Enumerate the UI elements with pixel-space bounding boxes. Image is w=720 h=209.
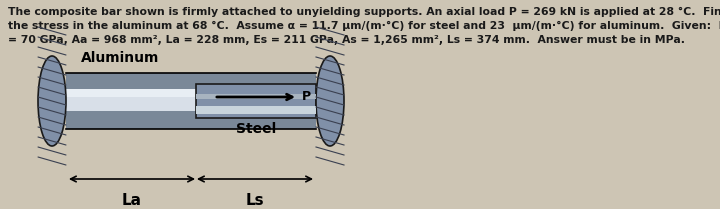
Text: Ls: Ls: [246, 193, 264, 208]
Text: P: P: [302, 90, 311, 103]
Text: The composite bar shown is firmly attached to unyielding supports. An axial load: The composite bar shown is firmly attach…: [8, 7, 720, 17]
Bar: [196, 106, 316, 114]
Text: Aluminum: Aluminum: [81, 51, 159, 65]
Text: La: La: [122, 193, 142, 208]
Ellipse shape: [316, 56, 344, 146]
Bar: [66, 111, 316, 129]
Bar: [66, 73, 316, 91]
Text: = 70 GPa, Aa = 968 mm², La = 228 mm, Es = 211 GPa, As = 1,265 mm², Ls = 374 mm. : = 70 GPa, Aa = 968 mm², La = 228 mm, Es …: [8, 35, 685, 45]
Text: Steel: Steel: [236, 122, 276, 136]
Text: the stress in the aluminum at 68 °C.  Assume α = 11.7 μm/(m·°C) for steel and 23: the stress in the aluminum at 68 °C. Ass…: [8, 21, 720, 31]
Bar: [66, 89, 316, 97]
Bar: [196, 84, 316, 118]
Ellipse shape: [38, 56, 66, 146]
Bar: [196, 94, 316, 99]
Bar: [66, 91, 316, 111]
